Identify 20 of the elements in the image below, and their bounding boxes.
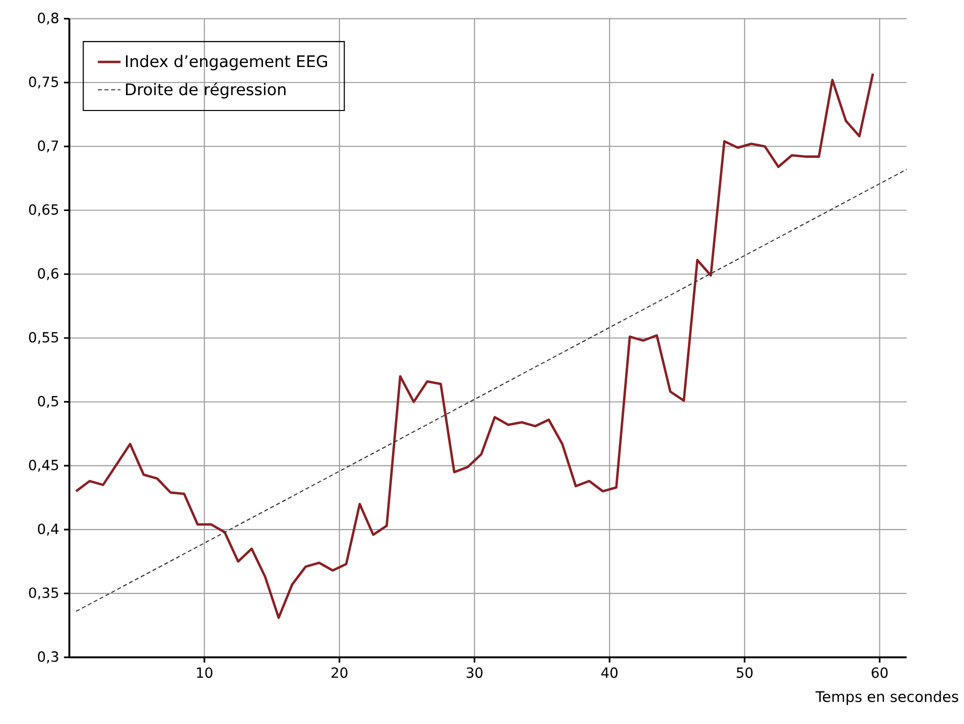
x-tick-label: 20 xyxy=(332,667,348,678)
y-tick-label: 0,75 xyxy=(29,76,58,89)
y-tick-label: 0,7 xyxy=(38,140,58,152)
y-tick-label: 0,3 xyxy=(38,651,58,664)
y-tick-label: 0,65 xyxy=(29,204,58,216)
y-tick-label: 0,55 xyxy=(29,332,58,344)
x-tick-label: 60 xyxy=(872,667,888,678)
y-tick-label: 0,45 xyxy=(29,460,58,472)
y-tick-label: 0,5 xyxy=(38,396,58,408)
x-axis-title: Temps en secondes xyxy=(816,690,958,705)
y-tick-label: 0,6 xyxy=(38,268,58,280)
legend-label: Droite de régression xyxy=(126,82,286,98)
y-tick-label: 0,35 xyxy=(29,587,58,600)
legend-label: Index d’engagement EEG xyxy=(126,54,328,70)
x-tick-label: 50 xyxy=(736,667,753,678)
x-tick-label: 40 xyxy=(601,667,618,678)
y-tick-label: 0,8 xyxy=(38,12,58,25)
y-tick-label: 0,4 xyxy=(38,524,58,536)
x-tick-label: 10 xyxy=(197,667,212,678)
x-tick-label: 30 xyxy=(466,667,482,678)
